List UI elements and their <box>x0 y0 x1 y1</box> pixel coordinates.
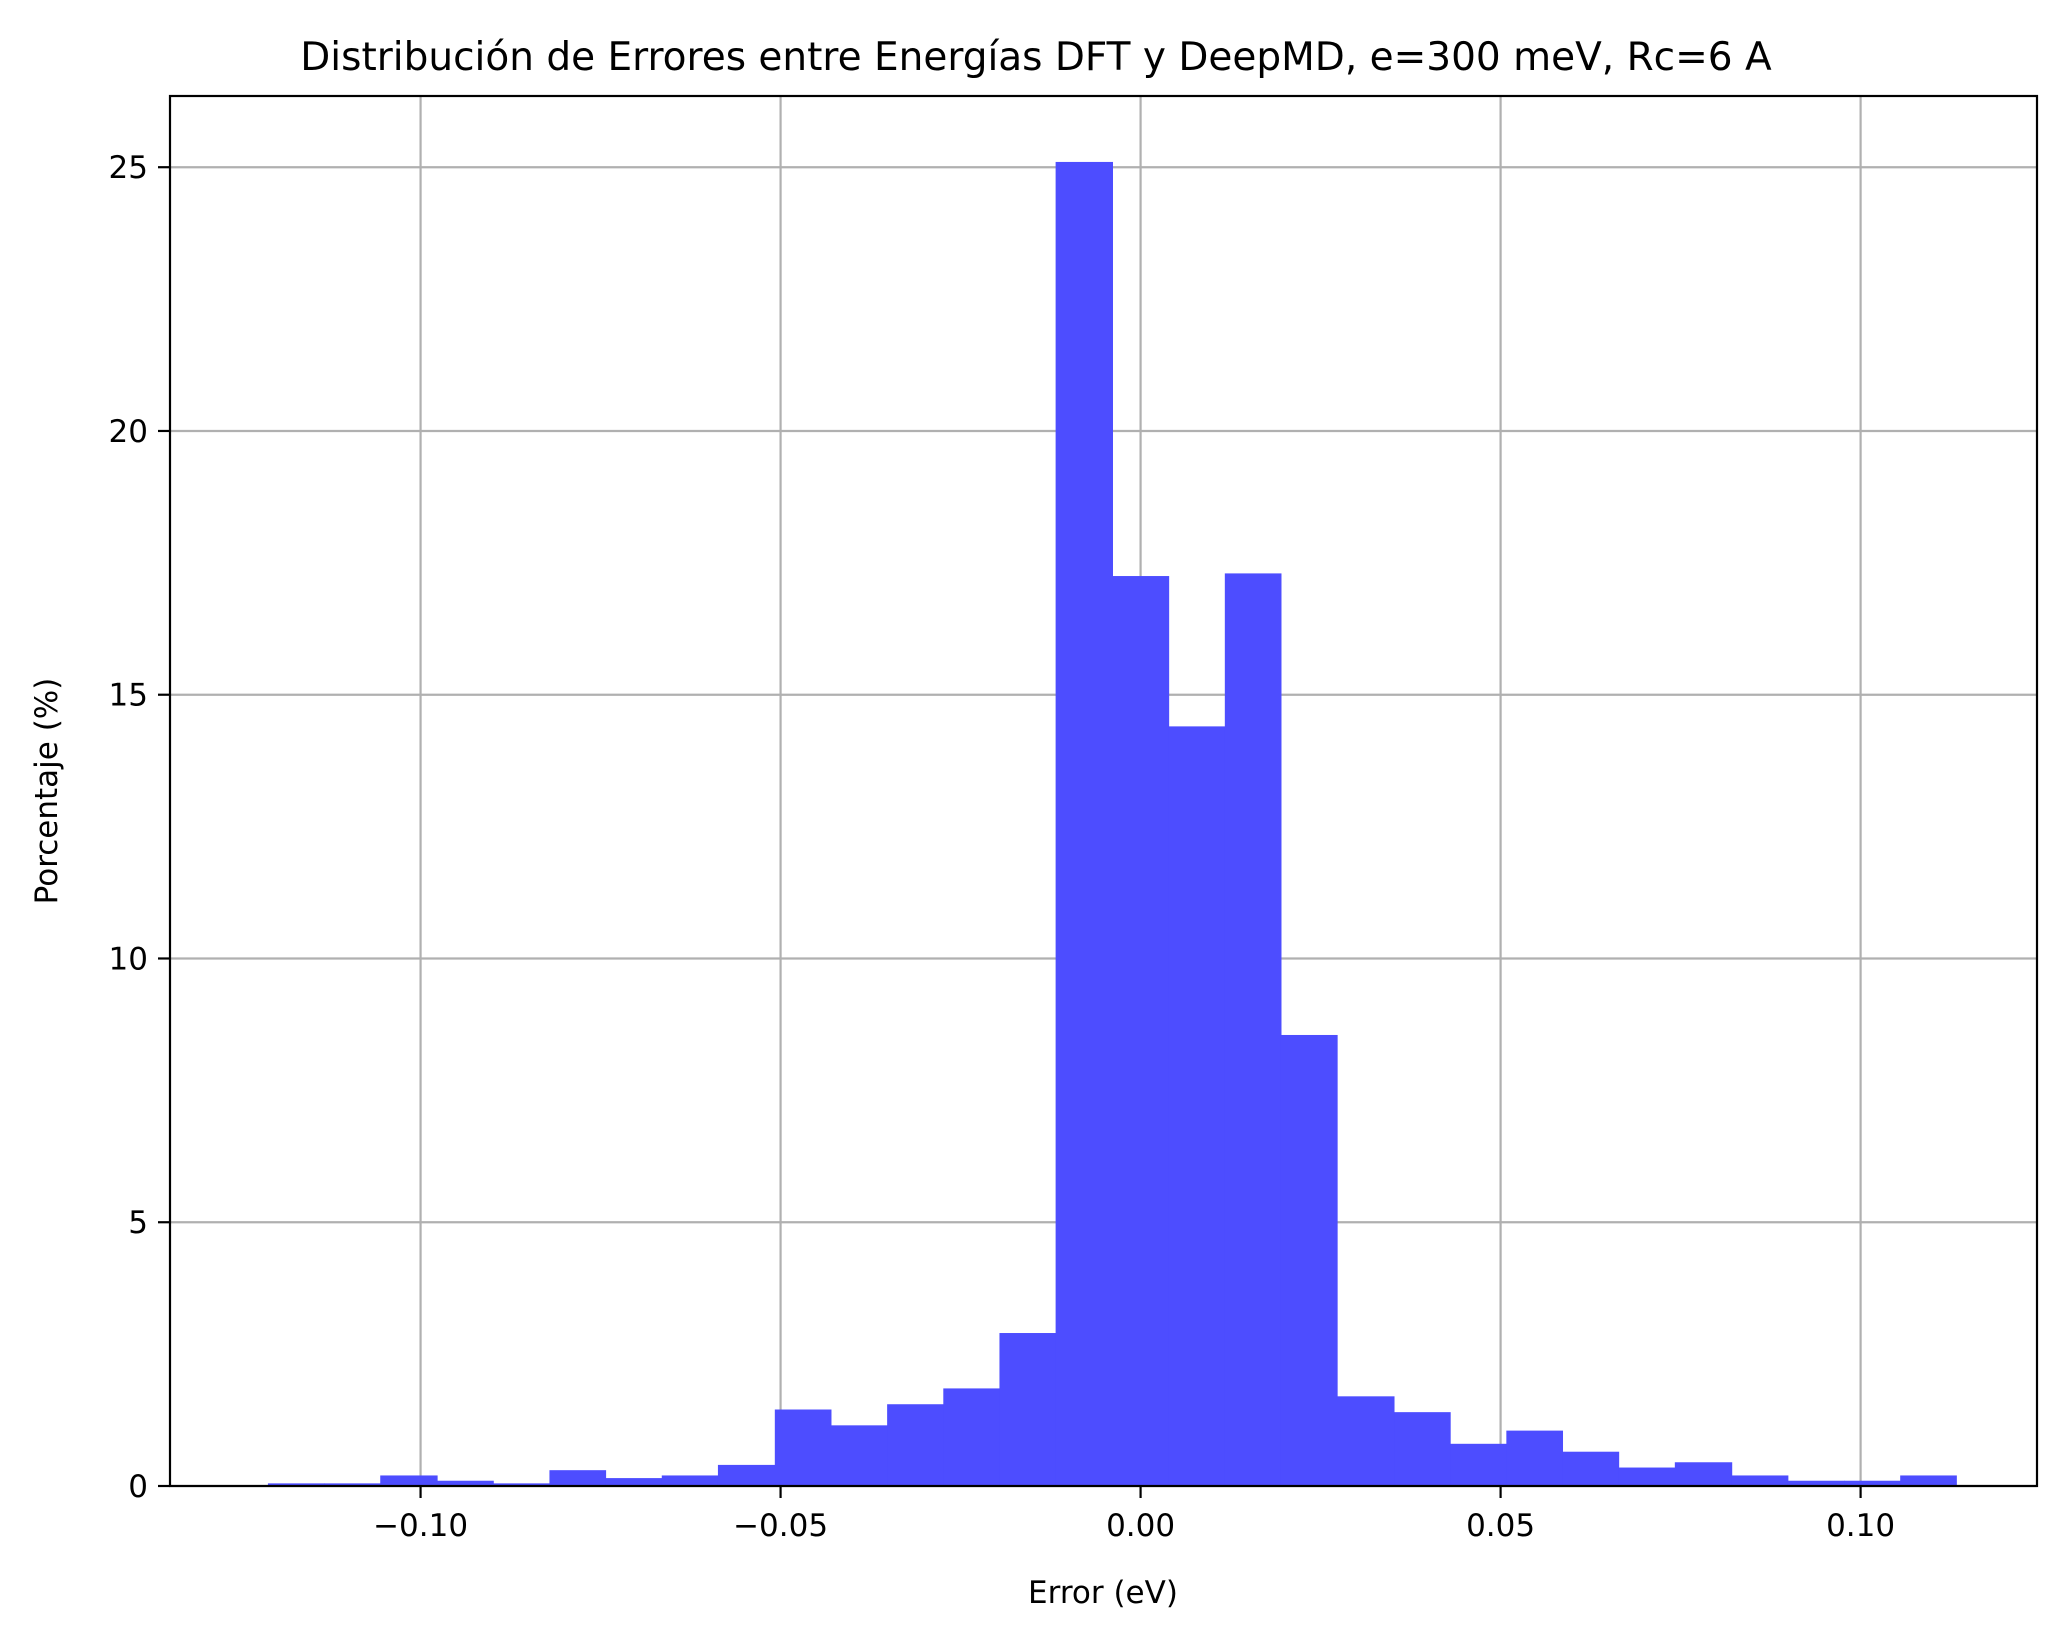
histogram-bar <box>380 1475 438 1486</box>
x-axis-label: Error (eV) <box>1028 1575 1178 1611</box>
y-tick-label: 15 <box>109 678 148 714</box>
x-axis-ticks: −0.10 −0.05 0.00 0.05 0.10 <box>373 1486 1895 1544</box>
histogram-bar <box>830 1425 888 1486</box>
histogram-bar <box>1844 1480 1901 1486</box>
histogram-bar <box>549 1470 607 1486</box>
x-tick-label: 0.05 <box>1466 1508 1535 1544</box>
histogram-bar <box>774 1409 832 1486</box>
histogram-bar <box>999 1333 1057 1486</box>
histogram-bar <box>1337 1396 1395 1486</box>
y-tick-label: 10 <box>109 941 148 977</box>
histogram-bar <box>717 1464 776 1486</box>
histogram-bar <box>943 1388 1000 1486</box>
y-axis-ticks: 0 5 10 15 20 25 <box>109 150 170 1505</box>
x-tick-label: 0.00 <box>1106 1508 1175 1544</box>
x-tick-label: −0.05 <box>733 1508 828 1544</box>
histogram-bar <box>1731 1475 1789 1486</box>
histogram-bar <box>1900 1475 1957 1486</box>
histogram-bar <box>1112 576 1170 1486</box>
axes-frame <box>168 94 2039 1488</box>
y-tick-label: 0 <box>128 1469 148 1505</box>
histogram-bar <box>324 1483 381 1486</box>
histogram-bar <box>1280 1034 1338 1486</box>
histogram-bars <box>267 161 1957 1486</box>
histogram-bar <box>1562 1451 1620 1486</box>
histogram-bar <box>1224 573 1282 1486</box>
y-axis-label: Porcentaje (%) <box>29 678 65 905</box>
histogram-bar <box>1394 1412 1451 1486</box>
histogram-bar <box>1055 161 1114 1486</box>
histogram-bar <box>267 1483 325 1486</box>
histogram-bar <box>1168 726 1226 1486</box>
histogram-bar <box>1787 1480 1845 1486</box>
histogram-bar <box>605 1478 663 1486</box>
histogram-bar <box>1450 1443 1507 1486</box>
x-tick-label: −0.10 <box>373 1508 468 1544</box>
histogram-bar <box>1674 1462 1733 1486</box>
histogram-bar <box>493 1483 550 1486</box>
chart-title: Distribución de Errores entre Energías D… <box>300 35 1772 80</box>
histogram-bar <box>661 1475 719 1486</box>
y-tick-label: 25 <box>109 150 148 186</box>
y-tick-label: 5 <box>128 1205 148 1241</box>
histogram-bar <box>1506 1430 1564 1486</box>
histogram-bar <box>1618 1467 1676 1486</box>
x-tick-label: 0.10 <box>1826 1508 1895 1544</box>
histogram-bar <box>887 1404 944 1486</box>
histogram-bar <box>437 1480 494 1486</box>
y-tick-label: 20 <box>109 414 148 450</box>
